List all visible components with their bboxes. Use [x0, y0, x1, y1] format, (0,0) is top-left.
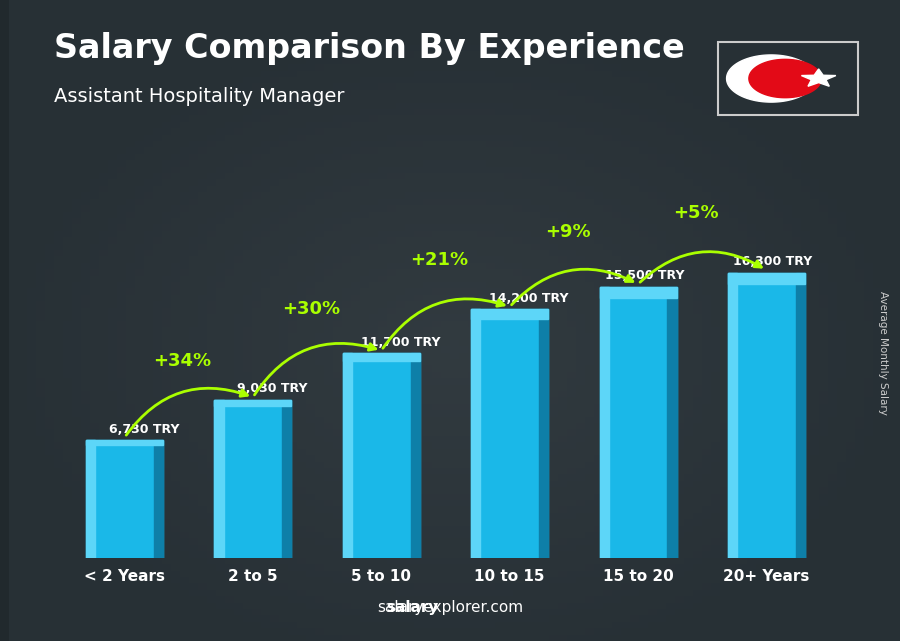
Text: +30%: +30% [282, 300, 340, 318]
Bar [343, 353, 419, 558]
Text: salaryexplorer.com: salaryexplorer.com [377, 601, 523, 615]
Bar [728, 272, 737, 558]
Polygon shape [749, 60, 822, 97]
Text: 9,030 TRY: 9,030 TRY [237, 383, 308, 395]
Text: 15,500 TRY: 15,500 TRY [605, 269, 684, 282]
Bar [796, 272, 805, 558]
Bar [667, 287, 677, 558]
Bar [728, 272, 805, 558]
Bar [599, 287, 677, 297]
Bar [214, 400, 292, 558]
Polygon shape [726, 55, 815, 102]
Bar [86, 440, 163, 558]
Text: 6,730 TRY: 6,730 TRY [109, 422, 179, 436]
Text: Salary Comparison By Experience: Salary Comparison By Experience [54, 32, 685, 65]
Text: +9%: +9% [544, 223, 590, 241]
Bar [410, 353, 419, 558]
Bar [472, 310, 481, 558]
Bar [343, 353, 419, 362]
Text: Assistant Hospitality Manager: Assistant Hospitality Manager [54, 87, 345, 106]
Text: +21%: +21% [410, 251, 468, 269]
Text: 14,200 TRY: 14,200 TRY [490, 292, 569, 305]
Bar [472, 310, 548, 558]
Bar [728, 272, 805, 284]
Text: +34%: +34% [153, 352, 211, 370]
Text: Average Monthly Salary: Average Monthly Salary [878, 290, 887, 415]
Bar [154, 440, 163, 558]
Bar [539, 310, 548, 558]
Bar [343, 353, 352, 558]
Bar [472, 310, 548, 319]
Bar [86, 440, 95, 558]
Bar [283, 400, 292, 558]
Bar [599, 287, 608, 558]
Bar [214, 400, 224, 558]
Bar [599, 287, 677, 558]
Text: +5%: +5% [673, 204, 718, 222]
Bar [214, 400, 292, 406]
Polygon shape [801, 69, 836, 87]
Text: 16,300 TRY: 16,300 TRY [734, 255, 813, 269]
Text: 11,700 TRY: 11,700 TRY [361, 336, 440, 349]
Bar [86, 440, 163, 445]
Text: salary: salary [386, 601, 438, 615]
